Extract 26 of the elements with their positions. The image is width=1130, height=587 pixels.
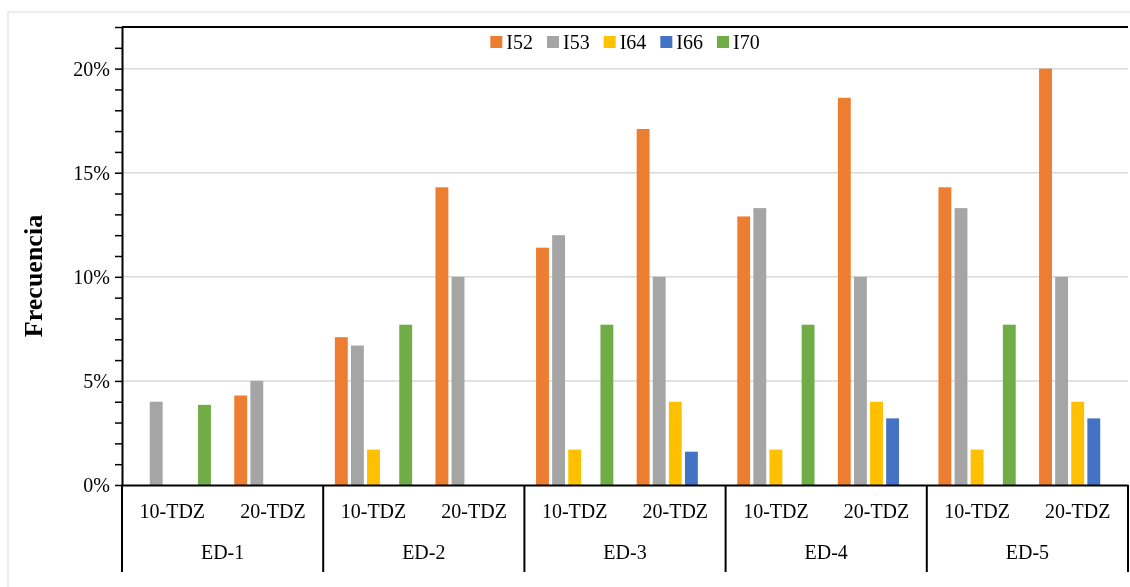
x-tick-label: 10-TDZ [340,500,407,522]
x-tick-label: 20-TDZ [843,500,910,522]
legend-label: I52 [506,31,533,53]
x-tick-label: 20-TDZ [441,500,507,522]
legend-label: I64 [619,31,647,53]
text: ED-2 [402,541,446,563]
y-axis-title: Frecuencia [19,214,48,338]
x-tick-label: 20-TDZ [240,500,306,522]
x-tick-label: 20-TDZ [642,500,709,522]
legend-label: I53 [562,31,590,53]
y-tick-label: 20% [73,57,110,80]
text: ED-3 [603,541,647,563]
text: ED-1 [200,541,245,563]
text: ED-4 [804,541,848,563]
legend-label: I70 [733,31,760,53]
y-tick-label: 5% [83,369,110,392]
text: ED-5 [1005,541,1050,563]
y-tick-label: 15% [73,161,110,184]
x-tick-label: 10-TDZ [944,500,1010,522]
y-tick-label: 0% [83,473,110,496]
x-tick-label: 10-TDZ [541,500,608,522]
y-tick-label: 10% [73,265,110,288]
x-tick-label: 10-TDZ [139,500,206,522]
x-tick-label: 10-TDZ [743,500,809,522]
legend-label: I66 [676,31,704,53]
x-tick-label: 20-TDZ [1044,500,1111,522]
